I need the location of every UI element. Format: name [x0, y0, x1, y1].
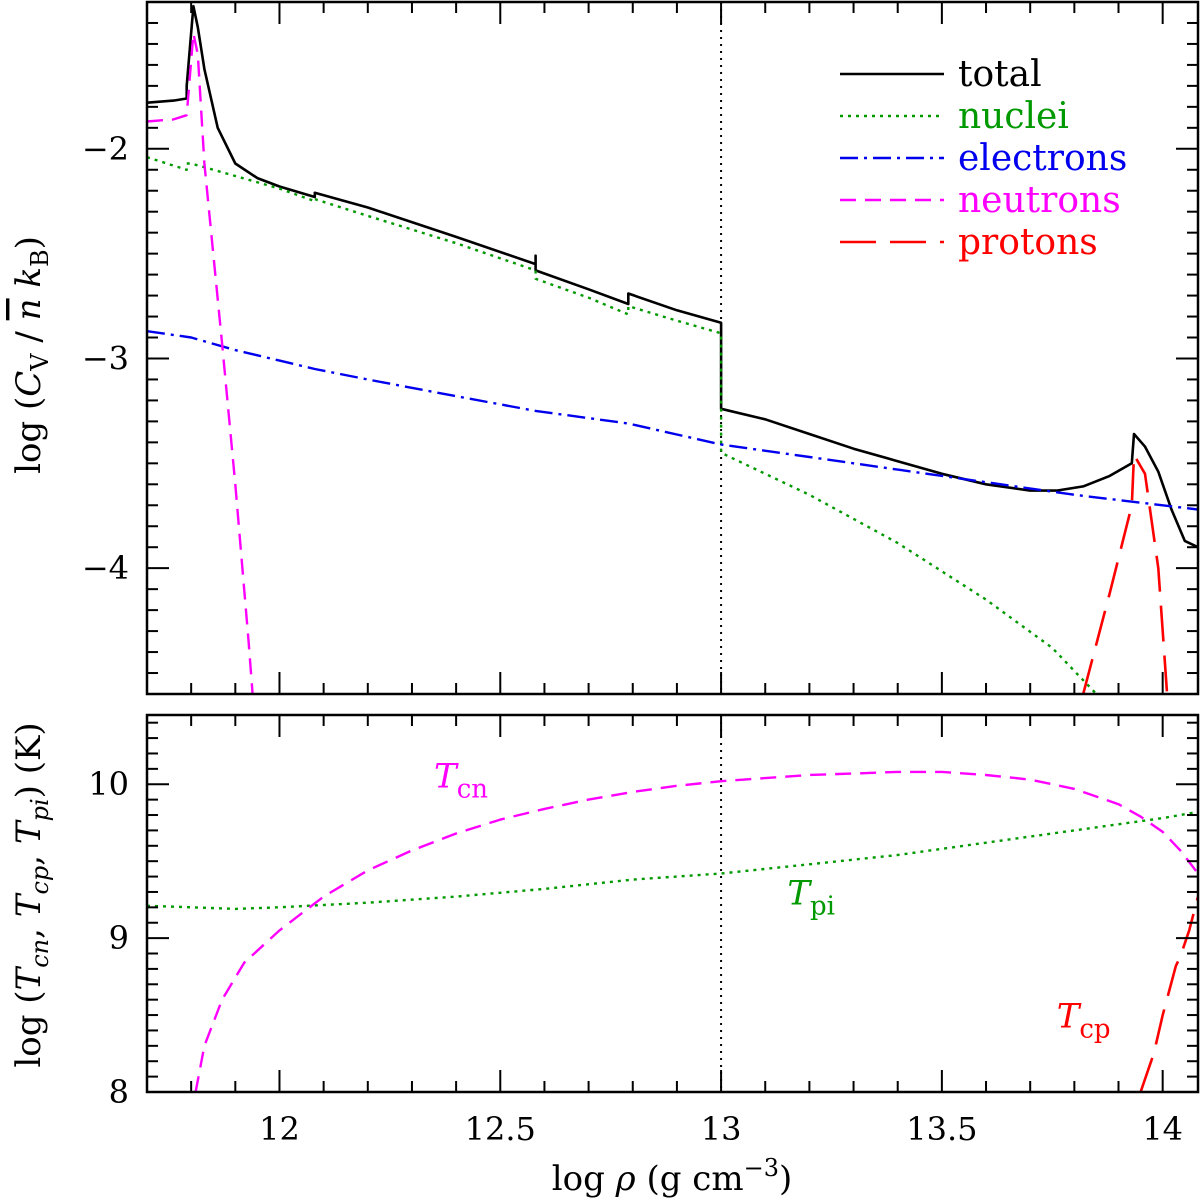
bottom-series-tcp	[1139, 896, 1198, 1092]
bottom-y-tick-label: 8	[109, 1073, 129, 1111]
legend-item-protons: protons	[840, 222, 1098, 263]
bottom-series-tcn	[194, 770, 1198, 1092]
legend-label-protons: protons	[958, 222, 1098, 263]
x-tick-label: 12	[259, 1110, 300, 1148]
legend-item-neutrons: neutrons	[840, 180, 1121, 221]
bottom-y-axis-title: log (Tcn, Tcp, Tpi) (K)	[9, 722, 54, 1067]
x-axis-title: log ρ (g cm−3)	[552, 1154, 793, 1199]
top-y-tick-label: −3	[82, 339, 129, 377]
bottom-series-tpi	[147, 810, 1198, 911]
bottom-y-tick-label: 10	[88, 765, 129, 803]
curve-label-tpi: Tpi	[787, 873, 835, 921]
curve-label-tcn: Tcn	[434, 756, 488, 804]
top-y-axis-title: log (CV / n kB)	[9, 236, 54, 474]
legend-item-nuclei: nuclei	[840, 96, 1069, 137]
legend-label-neutrons: neutrons	[958, 180, 1121, 221]
top-y-tick-label: −2	[82, 130, 129, 168]
x-tick-label: 14	[1142, 1110, 1183, 1148]
top-plot-frame	[145, 0, 1200, 696]
top-y-tick-label: −4	[82, 549, 129, 587]
legend-label-nuclei: nuclei	[958, 96, 1069, 137]
bottom-panel: 8 9 10 12 12.5 13 13.5 14 Tcn Tpi Tcp	[88, 713, 1200, 1148]
x-tick-label: 13.5	[906, 1110, 977, 1148]
bottom-plot-frame	[145, 713, 1200, 1094]
top-panel: −2 −3 −4 totalnucleielectronsneutronsproton…	[82, 0, 1200, 696]
top-series-electrons	[147, 330, 1198, 511]
curve-label-tcp: Tcp	[1057, 996, 1111, 1044]
top-series-protons	[1081, 453, 1169, 694]
bottom-y-tick-label: 9	[109, 919, 129, 957]
x-tick-label: 13	[701, 1110, 742, 1148]
legend-label-electrons: electrons	[958, 138, 1127, 179]
top-series-nuclei	[147, 156, 1098, 694]
legend-label-total: total	[958, 54, 1042, 95]
top-series-total	[147, 4, 1198, 549]
x-tick-label: 12.5	[465, 1110, 536, 1148]
legend-item-electrons: electrons	[840, 138, 1127, 179]
legend-item-total: total	[840, 54, 1042, 95]
top-series-neutrons	[147, 32, 254, 694]
